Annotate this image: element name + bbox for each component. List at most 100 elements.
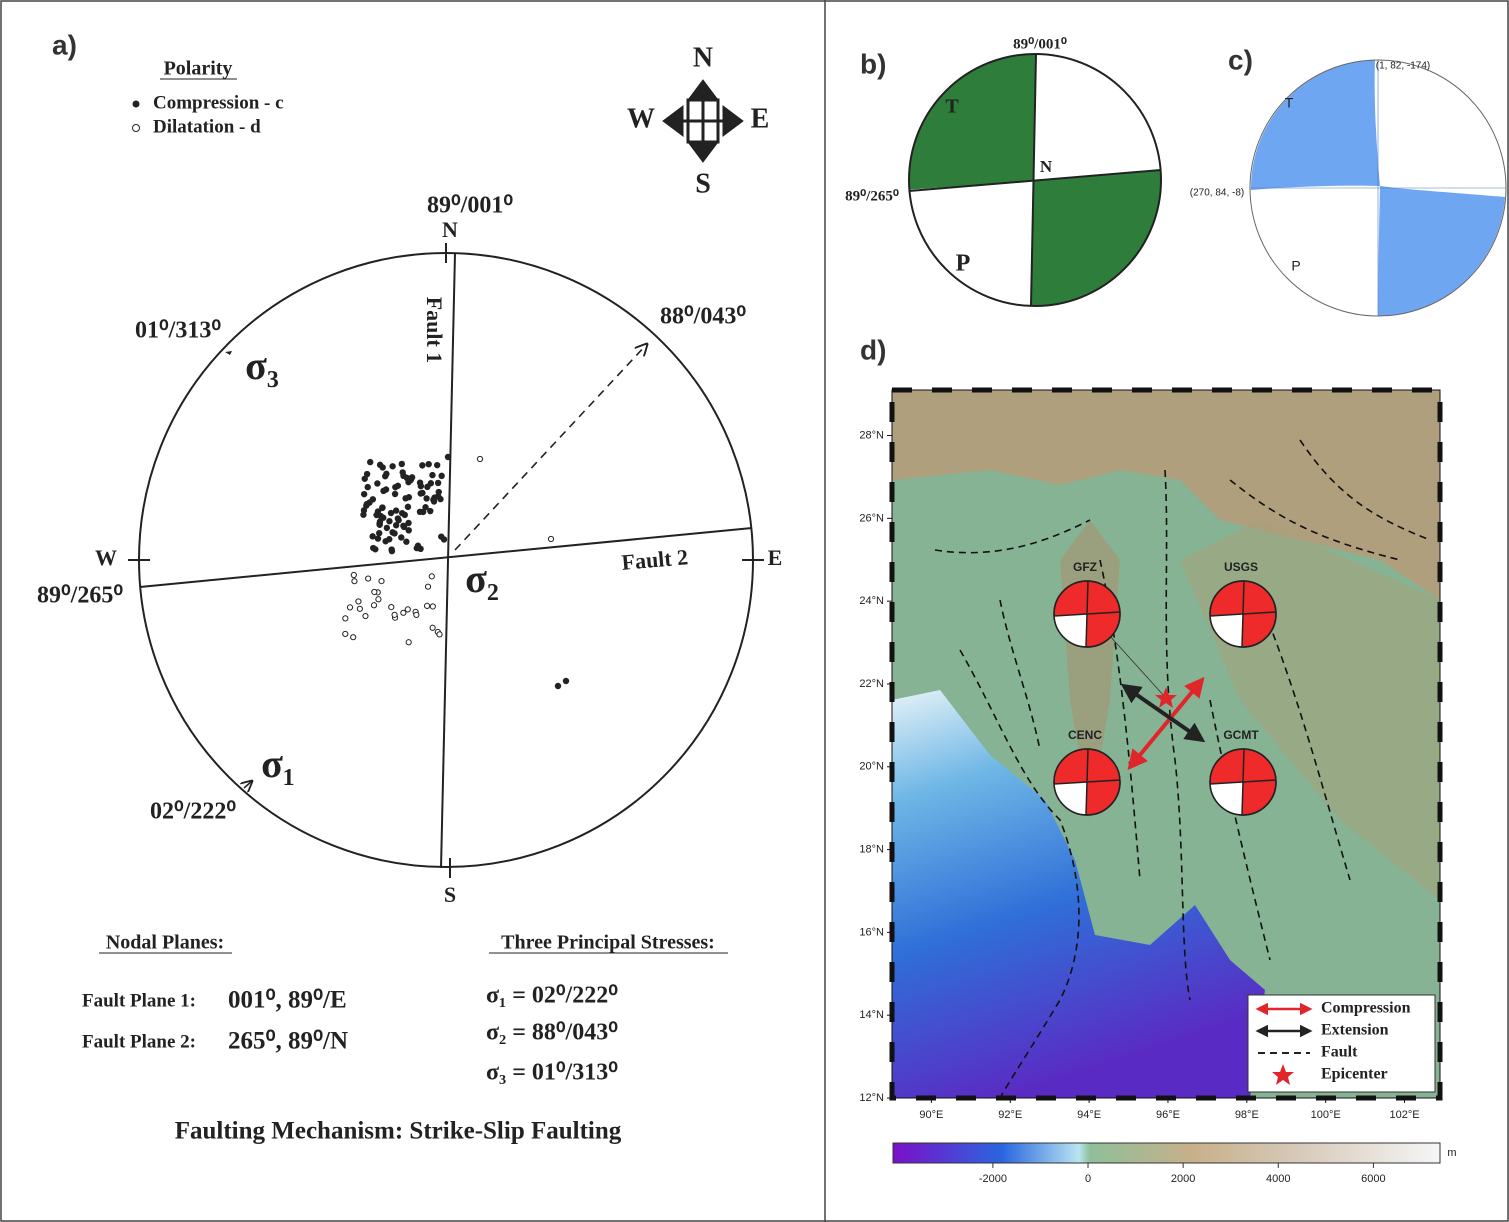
compression-dot (389, 463, 396, 470)
compression-dot (419, 489, 426, 497)
compression-dot (405, 527, 412, 534)
label: 89⁰/001⁰ (427, 193, 513, 219)
label: -2000 (979, 1173, 1007, 1185)
label: CENC (1068, 728, 1102, 742)
dilatation-dot (429, 624, 436, 631)
map-frame (891, 389, 1441, 1099)
compression-dot (363, 470, 371, 478)
compression-dot (388, 546, 395, 553)
dilatation-dot (356, 605, 363, 612)
label: 92°E (998, 1109, 1022, 1121)
label: S (695, 168, 711, 199)
label: a) (52, 29, 77, 60)
label: d) (860, 334, 886, 365)
compression-dot (398, 534, 405, 541)
compression-dot (380, 514, 387, 521)
map (892, 390, 1440, 1098)
compression-dot (407, 476, 414, 484)
label: σ₂ (465, 556, 499, 601)
compression-dot (360, 490, 368, 498)
label: 88⁰/043⁰ (660, 304, 746, 330)
label: N (442, 217, 458, 242)
compression-dot (367, 458, 374, 466)
compression-dot (400, 522, 407, 530)
compression-dot (379, 504, 386, 512)
dilatation-dot (371, 588, 378, 596)
focal-ball (1209, 748, 1277, 816)
fault-1-line (440, 252, 456, 869)
label: Fault Plane 2: (82, 1031, 196, 1052)
label: Fault (1321, 1044, 1358, 1061)
compression-dot (404, 503, 412, 511)
label: E (751, 103, 770, 134)
label: T (945, 96, 959, 118)
compression-dot (369, 533, 376, 540)
label: 89⁰/265⁰ (845, 188, 899, 204)
label: Epicenter (1321, 1066, 1388, 1083)
nodal-line (908, 169, 1162, 192)
label: m (1447, 1147, 1456, 1159)
compression-dot (363, 502, 370, 509)
label: 12°N (859, 1092, 884, 1104)
compression-dot (425, 460, 432, 468)
label: 28°N (859, 429, 884, 441)
dilatation-dot (436, 631, 443, 638)
label: Extension (1321, 1022, 1389, 1039)
label: 89⁰/265⁰ (37, 583, 123, 609)
label: E (768, 545, 783, 570)
label: c) (1228, 44, 1253, 75)
compression-dot (405, 519, 412, 527)
label: σ₁ (261, 741, 295, 786)
label: N (693, 42, 713, 73)
colorbar (892, 1142, 1441, 1164)
label: Nodal Planes: (106, 932, 224, 954)
dilatation-dot (365, 575, 372, 582)
compression-dot (386, 517, 393, 525)
compression-dot (364, 483, 371, 491)
compression-dot (360, 507, 368, 514)
label: 18°N (859, 843, 884, 855)
compression-dot (423, 495, 430, 502)
label: σ₂ = 88⁰/043⁰ (486, 1020, 618, 1046)
dilatation-dot (350, 571, 357, 579)
label: 24°N (859, 595, 884, 607)
sigma1-marker (244, 781, 252, 788)
compression-dot (400, 472, 407, 480)
compression-dot (405, 494, 413, 501)
compression-dot (394, 515, 402, 522)
label: (1, 82, -174) (1376, 61, 1430, 72)
compression-dot (374, 535, 382, 542)
compression-dot (427, 507, 434, 515)
label: USGS (1224, 560, 1258, 574)
compression-dot (398, 460, 406, 468)
compression-dot (376, 529, 383, 537)
dilatation-dot (362, 612, 369, 620)
dilatation-dot (391, 611, 398, 618)
label: b) (860, 48, 886, 79)
label: T (1285, 95, 1294, 111)
compass (662, 79, 744, 163)
focal-quadrant (1210, 614, 1243, 647)
quadrant (1250, 60, 1380, 190)
label: 0 (1085, 1173, 1091, 1185)
label: 102°E (1389, 1109, 1419, 1121)
fault-2-line (139, 527, 753, 588)
label: Dilatation - d (153, 116, 261, 137)
label: Three Principal Stresses: (501, 932, 715, 954)
compression-dot (382, 538, 389, 545)
label: 2000 (1171, 1173, 1195, 1185)
label: Faulting Mechanism: Strike-Slip Faulting (175, 1118, 622, 1145)
focal-ball (1053, 580, 1121, 648)
label: Fault 1 (422, 297, 447, 364)
compression-dot (422, 504, 429, 511)
dilatation-dot (342, 630, 349, 638)
focal-quadrant (1054, 614, 1087, 647)
label: σ₃ (245, 343, 279, 388)
compression-dot (417, 482, 425, 490)
nodal-line (1209, 611, 1277, 617)
label: 96°E (1156, 1109, 1180, 1121)
compression-dot (370, 544, 377, 552)
label: W (95, 545, 117, 570)
compression-dot (383, 524, 391, 532)
